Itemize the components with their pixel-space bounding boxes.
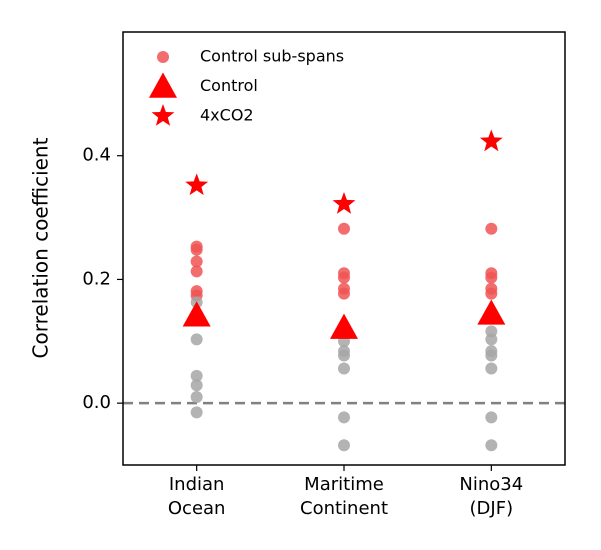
sub-span-point bbox=[485, 362, 498, 375]
legend-label: 4xCO2 bbox=[200, 106, 254, 125]
x-tick-label: Ocean bbox=[168, 498, 226, 519]
y-tick-label: 0.2 bbox=[82, 268, 111, 289]
x-tick-label: (DJF) bbox=[470, 498, 514, 519]
x-tick-label: Indian bbox=[169, 474, 225, 495]
y-tick-label: 0.0 bbox=[82, 392, 111, 413]
y-axis-label: Correlation coefficient bbox=[29, 137, 53, 358]
x-tick-label: Maritime bbox=[304, 474, 384, 495]
x-tick-label: Nino34 bbox=[459, 474, 523, 495]
sub-span-point bbox=[338, 222, 350, 235]
sub-span-point bbox=[338, 349, 350, 362]
legend-label: Control sub-spans bbox=[200, 47, 344, 66]
sub-span-point bbox=[338, 411, 350, 424]
sub-span-point bbox=[190, 265, 203, 278]
sub-span-point bbox=[338, 439, 350, 452]
sub-span-point bbox=[190, 390, 203, 403]
sub-span-point bbox=[338, 271, 350, 284]
legend-marker bbox=[157, 51, 169, 63]
sub-span-point bbox=[190, 333, 203, 346]
sub-span-point bbox=[190, 255, 203, 268]
sub-span-point bbox=[485, 349, 498, 362]
sub-span-point bbox=[485, 222, 498, 235]
star-marker bbox=[479, 129, 503, 152]
sub-span-point bbox=[190, 243, 203, 256]
star-marker bbox=[185, 173, 209, 196]
triangle-marker bbox=[182, 301, 211, 327]
sub-span-point bbox=[485, 333, 498, 346]
sub-span-point bbox=[338, 362, 350, 375]
sub-span-point bbox=[485, 287, 498, 300]
plot-frame bbox=[122, 31, 566, 466]
triangle-marker bbox=[477, 299, 506, 325]
sub-span-point bbox=[338, 287, 350, 300]
sub-span-point bbox=[485, 439, 498, 452]
sub-span-point bbox=[190, 406, 203, 419]
legend-label: Control bbox=[200, 76, 258, 95]
sub-span-point bbox=[190, 379, 203, 392]
legend-marker bbox=[151, 104, 175, 126]
sub-span-point bbox=[485, 271, 498, 284]
sub-span-point bbox=[485, 411, 498, 424]
star-marker bbox=[332, 192, 356, 214]
legend-marker bbox=[149, 72, 177, 98]
y-tick-label: 0.4 bbox=[82, 145, 111, 166]
x-tick-label: Continent bbox=[300, 498, 388, 519]
sub-span-point bbox=[190, 369, 203, 382]
triangle-marker bbox=[330, 313, 358, 339]
